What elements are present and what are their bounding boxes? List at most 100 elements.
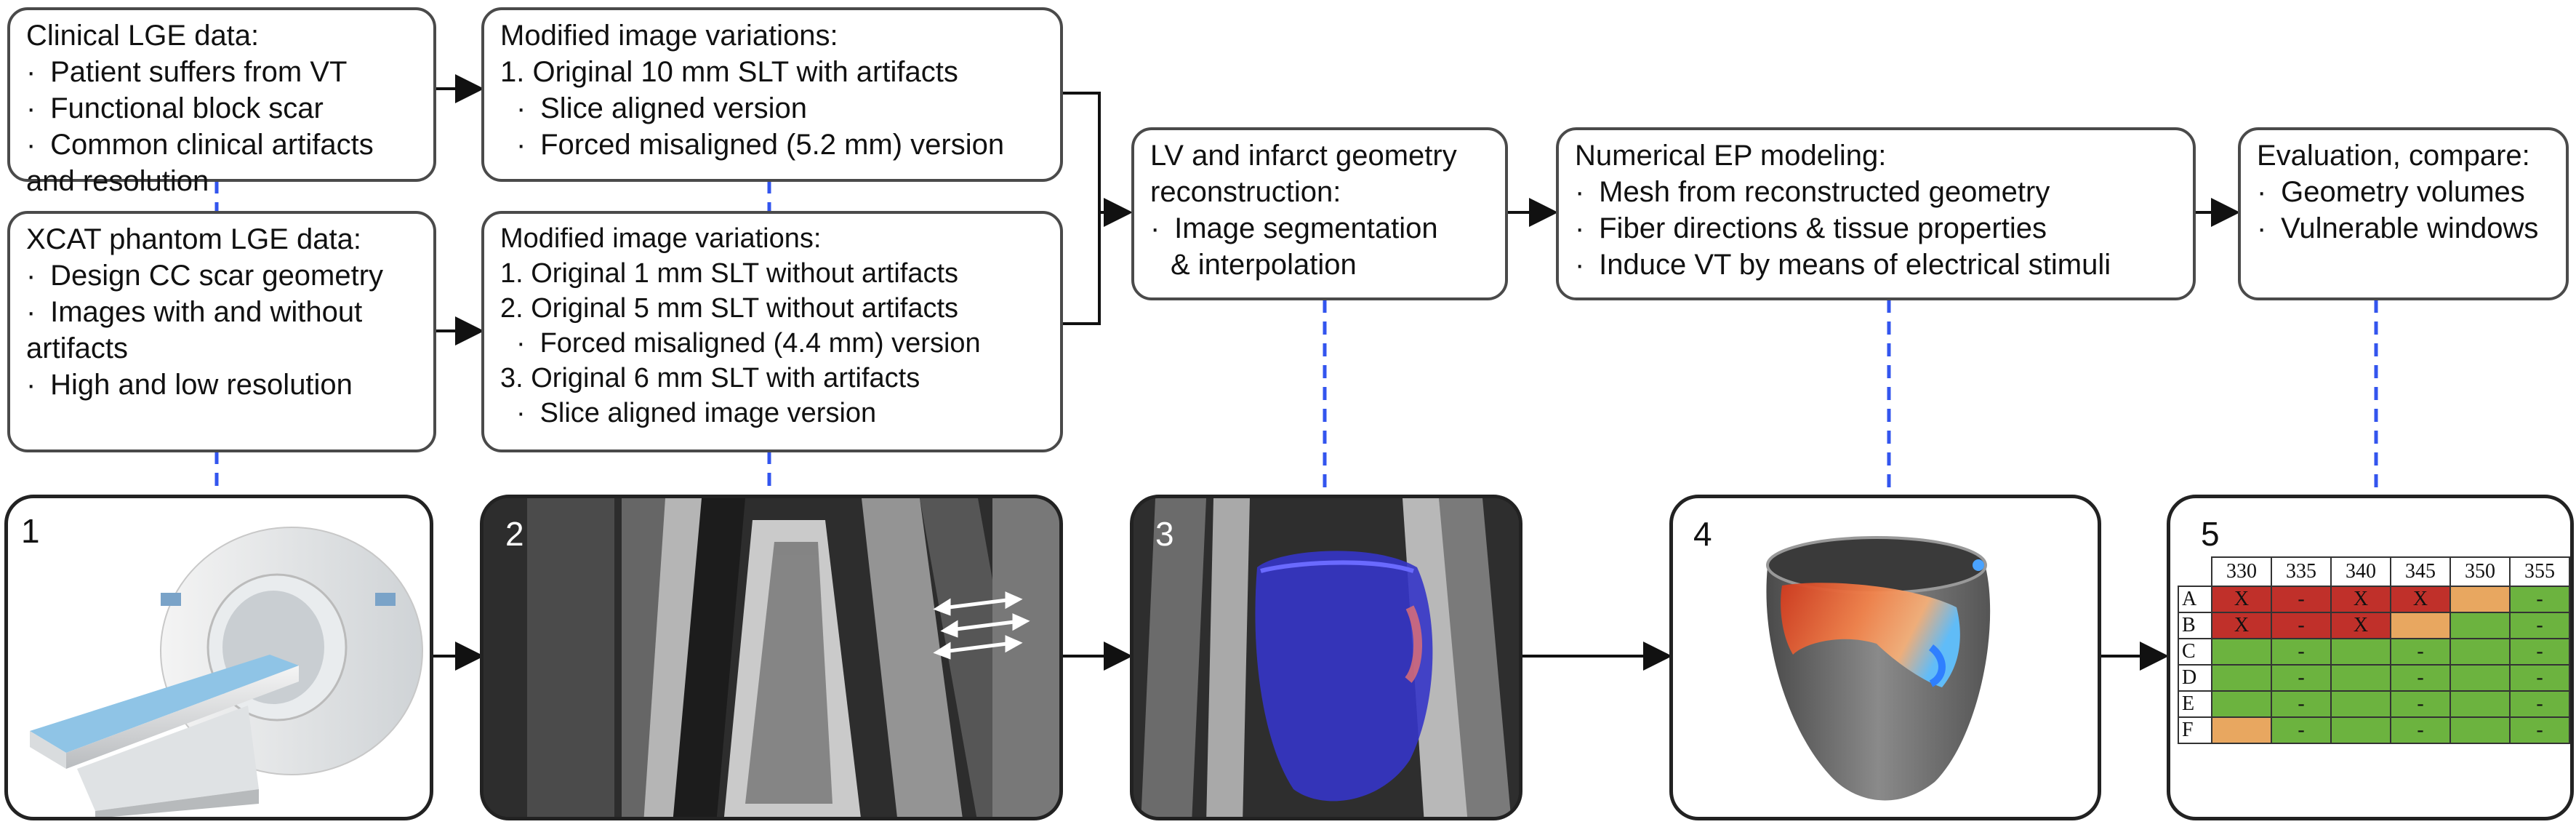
table-cell: X: [2330, 612, 2391, 639]
mod2-line3: 3. Original 6 mm SLT with artifacts: [500, 363, 920, 393]
table-cell: [2390, 612, 2451, 639]
table-row: C---: [2178, 638, 2570, 666]
table-cell: -: [2509, 612, 2570, 639]
mod2-sub3: · Slice aligned image version: [516, 398, 877, 428]
ep-modeling-box: Numerical EP modeling: · Mesh from recon…: [1556, 127, 2196, 300]
recon-continuation: & interpolation: [1171, 249, 1357, 281]
table-row: D---: [2178, 664, 2570, 692]
list-item: · Mesh from reconstructed geometry: [1575, 176, 2050, 208]
table-cell: -: [2390, 638, 2451, 666]
table-cell: -: [2509, 716, 2570, 744]
list-item: · Common clinical artifacts: [26, 129, 374, 161]
row-label: E: [2178, 690, 2212, 718]
table-cell: [2449, 664, 2511, 692]
table-cell: -: [2271, 716, 2332, 744]
list-item: · Patient suffers from VT: [26, 56, 348, 88]
column-header: 330: [2211, 556, 2272, 587]
table-cell: -: [2509, 690, 2570, 718]
clinical-title: Clinical LGE data:: [26, 20, 260, 52]
table-cell: X: [2330, 586, 2391, 613]
table-cell: -: [2509, 638, 2570, 666]
table-row: F---: [2178, 716, 2570, 744]
column-header: 345: [2390, 556, 2451, 587]
table-cell: -: [2509, 664, 2570, 692]
evaluation-box: Evaluation, compare: · Geometry volumes …: [2238, 127, 2569, 300]
mri-scanner-illustration: [30, 527, 423, 817]
table-cell: -: [2271, 664, 2332, 692]
table-cell: [2211, 716, 2272, 744]
table-cell: -: [2390, 664, 2451, 692]
column-header: 340: [2330, 556, 2391, 587]
xcat-data-box: XCAT phantom LGE data: · Design CC scar …: [7, 211, 436, 452]
table-cell: [2211, 638, 2272, 666]
table-cell: [2449, 638, 2511, 666]
mod2-line1: 1. Original 1 mm SLT without artifacts: [500, 258, 959, 289]
table-cell: X: [2390, 586, 2451, 613]
row-label: D: [2178, 664, 2212, 692]
table-cell: [2211, 664, 2272, 692]
table-cell: [2330, 716, 2391, 744]
column-header: 355: [2509, 556, 2570, 587]
bracket-mod-to-recon: [1062, 92, 1101, 325]
table-cell: [2211, 690, 2272, 718]
corner-cell: [2178, 557, 2212, 587]
table-cell: -: [2390, 690, 2451, 718]
row-label: A: [2178, 586, 2212, 613]
dashed-connectors: [214, 180, 2378, 495]
list-item: · Forced misaligned (5.2 mm) version: [516, 129, 1005, 161]
table-cell: X: [2211, 586, 2272, 613]
clinical-continuation: and resolution: [26, 165, 209, 197]
table-cell: -: [2390, 716, 2451, 744]
recon-title-1: LV and infarct geometry: [1150, 140, 1457, 172]
table-cell: X: [2211, 612, 2272, 639]
list-item: · Vulnerable windows: [2257, 212, 2539, 244]
column-header: 350: [2449, 556, 2511, 587]
list-item: · High and low resolution: [26, 369, 353, 401]
panel-mri-scanner: 1: [4, 495, 433, 820]
table-cell: [2449, 690, 2511, 718]
list-item: · Induce VT by means of electrical stimu…: [1575, 249, 2111, 281]
eval-title: Evaluation, compare:: [2257, 140, 2530, 172]
panel-number: 5: [2201, 515, 2220, 553]
table-cell: -: [2271, 612, 2332, 639]
list-item: · Fiber directions & tissue properties: [1575, 212, 2047, 244]
list-item: · Design CC scar geometry: [26, 260, 384, 292]
table-cell: [2330, 664, 2391, 692]
mod1-line1: 1. Original 10 mm SLT with artifacts: [500, 56, 958, 88]
row-label: C: [2178, 638, 2212, 666]
table-cell: [2330, 690, 2391, 718]
panel-mri-slices: 2: [480, 495, 1063, 820]
xcat-title: XCAT phantom LGE data:: [26, 223, 361, 255]
recon-title-2: reconstruction:: [1150, 176, 1341, 208]
flow-arrows: [433, 74, 2240, 671]
mod2-title: Modified image variations:: [500, 223, 822, 254]
table-cell: -: [2271, 638, 2332, 666]
list-item: · Functional block scar: [26, 92, 324, 124]
column-header: 335: [2271, 556, 2332, 587]
mod2-line2: 2. Original 5 mm SLT without artifacts: [500, 293, 959, 324]
modified-variations-box-1: Modified image variations: 1. Original 1…: [481, 7, 1063, 182]
row-label: F: [2178, 716, 2212, 744]
panel-segmentation: 3: [1130, 495, 1522, 820]
panel-ep-model: 4: [1669, 495, 2101, 820]
table-cell: -: [2509, 586, 2570, 613]
reconstruction-box: LV and infarct geometry reconstruction: …: [1131, 127, 1508, 300]
lv-segmentation-image: [1133, 498, 1519, 817]
mod2-sub2: · Forced misaligned (4.4 mm) version: [516, 328, 981, 359]
mri-slice-image: [483, 498, 1059, 817]
panel-number: 4: [1693, 515, 1712, 553]
mod1-title: Modified image variations:: [500, 20, 838, 52]
list-item: · Images with and without: [26, 296, 363, 328]
misalignment-arrows-icon: [933, 591, 1030, 660]
ep-title: Numerical EP modeling:: [1575, 140, 1887, 172]
table-cell: -: [2271, 690, 2332, 718]
list-item: · Slice aligned version: [516, 92, 807, 124]
clinical-data-box: Clinical LGE data: · Patient suffers fro…: [7, 7, 436, 197]
list-item: · Image segmentation: [1150, 212, 1438, 244]
table-row: E---: [2178, 690, 2570, 718]
